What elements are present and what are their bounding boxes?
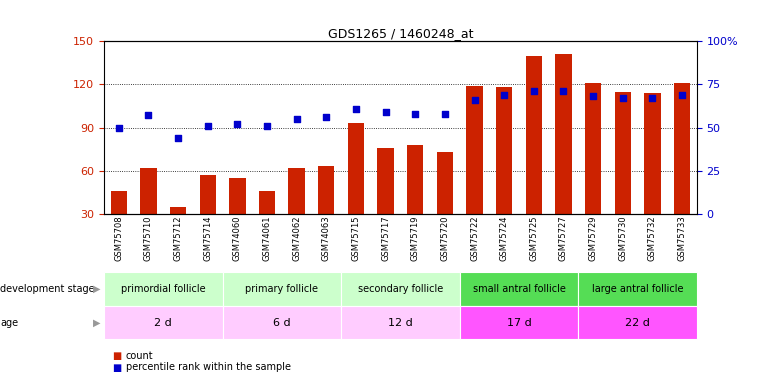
Bar (140, 168, 156, 214)
Point (350, 105, 362, 111)
Bar (111, 191, 127, 214)
Point (409, 111, 421, 117)
Point (676, 92, 688, 98)
Bar (170, 207, 186, 214)
Point (112, 124, 125, 130)
Bar (614, 92, 631, 214)
Text: ■: ■ (112, 363, 121, 372)
Point (142, 112, 155, 118)
Bar (644, 93, 661, 214)
Text: development stage: development stage (0, 284, 95, 294)
Text: 2 d: 2 d (154, 318, 172, 327)
Text: ▶: ▶ (92, 284, 100, 294)
Point (498, 92, 511, 98)
Bar (496, 87, 512, 214)
Bar (467, 86, 483, 214)
Point (320, 114, 333, 120)
Point (172, 135, 184, 141)
Text: age: age (0, 318, 18, 327)
Bar (437, 152, 453, 214)
Point (587, 93, 599, 99)
Text: ■: ■ (112, 351, 121, 361)
Bar (674, 83, 690, 214)
Point (617, 95, 629, 101)
Bar (585, 83, 601, 214)
Point (439, 111, 451, 117)
Text: secondary follicle: secondary follicle (358, 284, 443, 294)
Bar (377, 148, 393, 214)
Bar (259, 191, 275, 214)
Bar (526, 56, 542, 214)
Bar (318, 166, 334, 214)
Bar (348, 123, 364, 214)
Point (468, 97, 480, 103)
Text: 12 d: 12 d (388, 318, 413, 327)
Point (290, 116, 303, 122)
Point (527, 88, 540, 94)
Bar (407, 145, 424, 214)
Bar (199, 175, 216, 214)
Text: large antral follicle: large antral follicle (592, 284, 683, 294)
Point (231, 121, 243, 127)
Bar (229, 178, 246, 214)
Point (557, 88, 570, 94)
Text: primary follicle: primary follicle (246, 284, 318, 294)
Title: GDS1265 / 1460248_at: GDS1265 / 1460248_at (328, 27, 473, 40)
Text: 17 d: 17 d (507, 318, 531, 327)
Point (646, 95, 658, 101)
Point (202, 123, 214, 129)
Text: percentile rank within the sample: percentile rank within the sample (126, 363, 290, 372)
Text: count: count (126, 351, 153, 361)
Text: primordial follicle: primordial follicle (121, 284, 206, 294)
Point (261, 123, 273, 129)
Text: 6 d: 6 d (273, 318, 290, 327)
Bar (555, 54, 571, 214)
Point (380, 109, 392, 115)
Bar (289, 168, 305, 214)
Text: small antral follicle: small antral follicle (473, 284, 565, 294)
Text: ▶: ▶ (92, 318, 100, 327)
Text: 22 d: 22 d (625, 318, 650, 327)
